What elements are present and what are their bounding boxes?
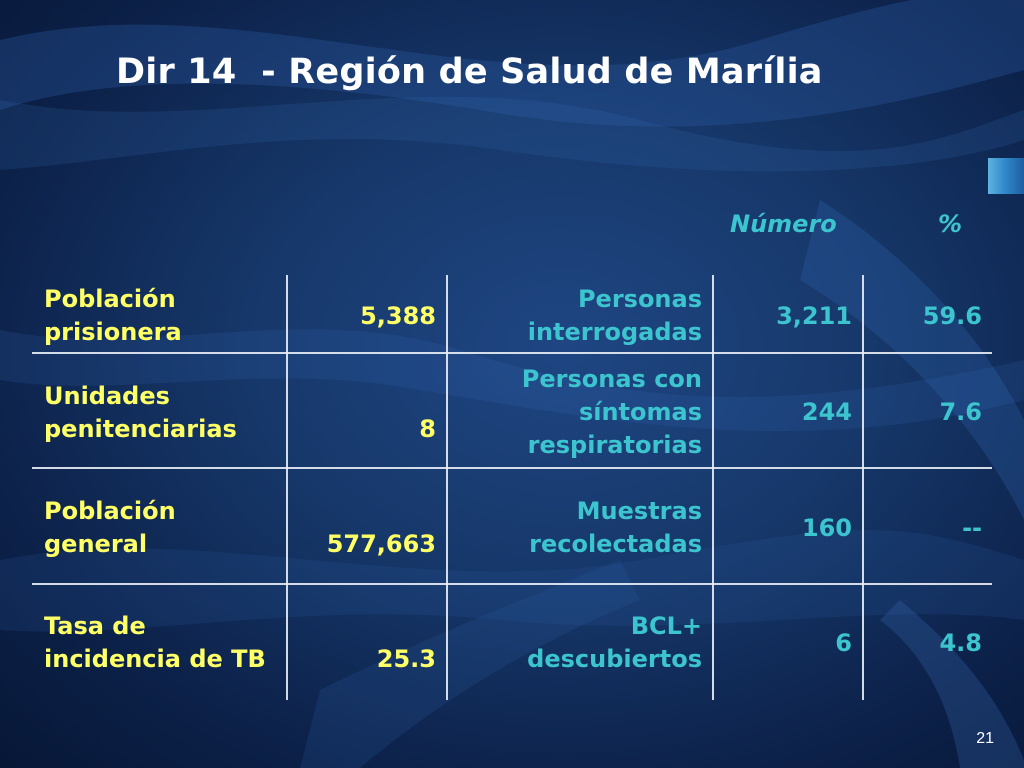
table-divider-vertical [446, 275, 448, 700]
row-label: Población general [44, 497, 176, 558]
table-divider-horizontal [32, 352, 992, 354]
table-divider-vertical [712, 275, 714, 700]
row-indicator: Personas con síntomas respiratorias [521, 365, 702, 459]
column-header-numero: Número [730, 210, 837, 238]
row-value: 5,388 [360, 302, 436, 330]
row-label: Tasa de incidencia de TB [44, 612, 266, 673]
row-value: 577,663 [326, 530, 436, 558]
row-indicator: Muestras recolectadas [529, 497, 702, 558]
row-percent: 4.8 [939, 629, 982, 657]
row-percent: -- [962, 514, 982, 542]
row-indicator: Personas interrogadas [527, 285, 702, 346]
row-indicator: BCL+ descubiertos [527, 612, 702, 673]
row-value: 8 [419, 415, 436, 443]
row-numero: 244 [801, 398, 852, 426]
column-header-percent: % [938, 210, 963, 238]
table-divider-vertical [286, 275, 288, 700]
row-numero: 6 [835, 629, 852, 657]
table-divider-horizontal [32, 467, 992, 469]
row-label: Población prisionera [44, 285, 182, 346]
row-percent: 7.6 [939, 398, 982, 426]
table-divider-horizontal [32, 583, 992, 585]
row-value: 25.3 [376, 645, 436, 673]
row-numero: 3,211 [776, 302, 852, 330]
slide-title: Dir 14 - Región de Salud de Marília [116, 52, 823, 92]
slide-number: 21 [976, 730, 994, 747]
corner-accent-tab [988, 158, 1024, 194]
row-label: Unidades penitenciarias [44, 382, 237, 443]
row-percent: 59.6 [922, 302, 982, 330]
row-numero: 160 [801, 514, 852, 542]
table-divider-vertical [862, 275, 864, 700]
